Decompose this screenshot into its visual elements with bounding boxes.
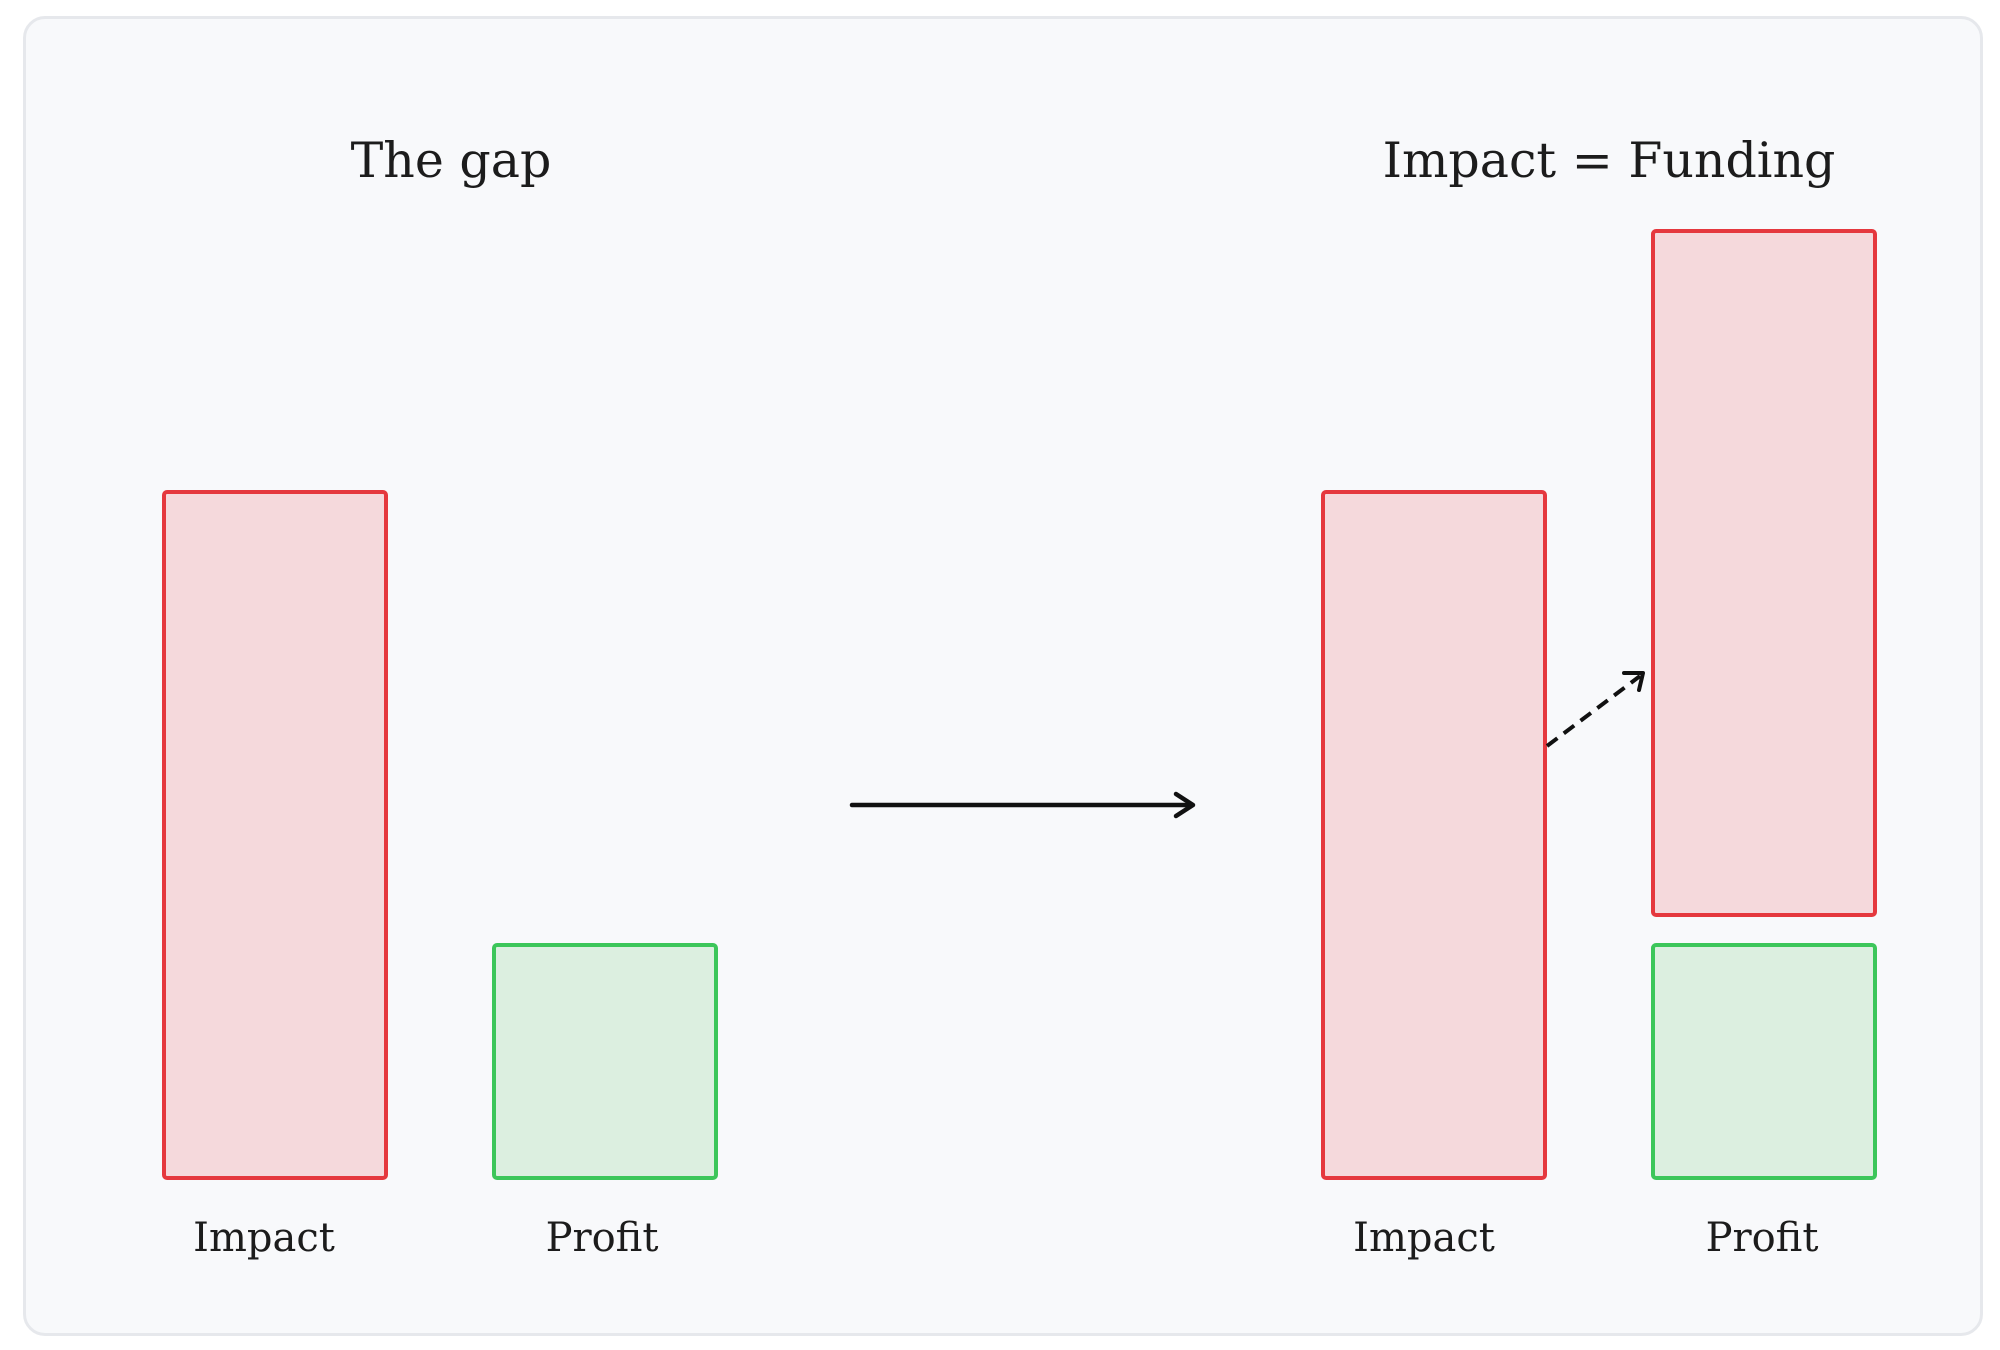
right-profit-label: Profit: [1705, 1215, 1819, 1261]
left-panel-title: The gap: [350, 132, 552, 189]
solid-arrow-icon: [849, 791, 1196, 819]
right-profit-bar: [1651, 943, 1877, 1180]
dashed-arrow-icon: [1545, 671, 1645, 748]
left-impact-bar: [162, 490, 388, 1180]
right-panel-title: Impact = Funding: [1382, 132, 1836, 189]
left-profit-bar: [492, 943, 718, 1180]
right-impact-bar: [1321, 490, 1547, 1180]
right-funding-bar: [1651, 229, 1877, 917]
left-profit-label: Profit: [545, 1215, 659, 1261]
right-impact-label: Impact: [1353, 1215, 1495, 1261]
left-impact-label: Impact: [193, 1215, 335, 1261]
